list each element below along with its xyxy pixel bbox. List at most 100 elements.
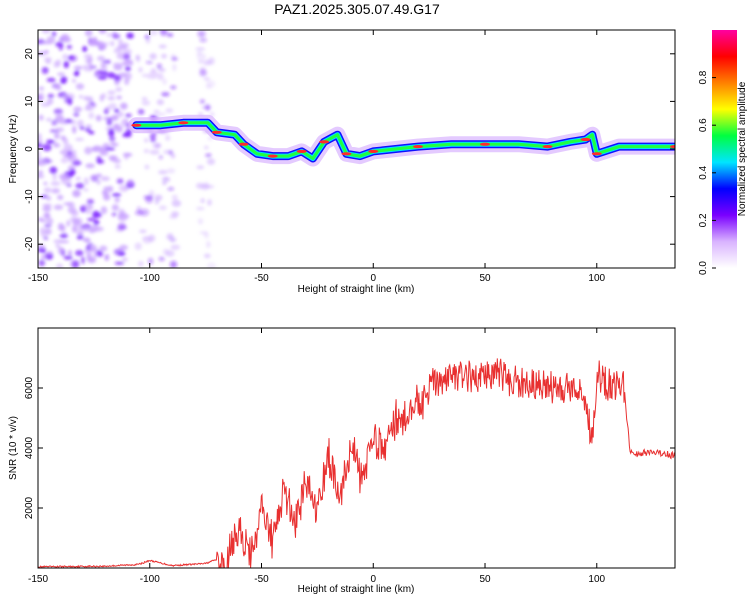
spectrogram-blob bbox=[153, 109, 160, 114]
spectrogram-blob bbox=[73, 111, 80, 117]
spectrogram-x-ticks: -150 -100 -50 0 50 100 bbox=[28, 30, 606, 284]
spectrogram-blob bbox=[207, 199, 212, 206]
spectrogram-blob bbox=[112, 62, 123, 67]
spectrogram-blob bbox=[124, 77, 130, 86]
spectrogram-blob bbox=[46, 217, 54, 225]
spectrogram-ridge bbox=[128, 114, 675, 167]
spectrogram-blob bbox=[154, 194, 163, 201]
spectrogram-blob bbox=[51, 119, 58, 126]
spectrogram-blob bbox=[169, 260, 178, 268]
spectrogram-blob bbox=[57, 246, 64, 255]
spectrogram-blob bbox=[165, 108, 174, 113]
spectrogram-blob bbox=[99, 94, 105, 102]
spectrogram-blob bbox=[170, 244, 181, 251]
spectrogram-blob bbox=[85, 163, 95, 169]
spectrogram-blob bbox=[206, 240, 211, 249]
spectrogram-blob bbox=[88, 38, 97, 47]
spectrogram-blob bbox=[52, 172, 57, 181]
spectrogram-blob bbox=[111, 193, 122, 197]
spectrogram-blob bbox=[40, 219, 48, 223]
spectrogram-blob bbox=[163, 149, 172, 155]
spectrogram-blob bbox=[43, 181, 48, 186]
spectrogram-blob bbox=[116, 52, 126, 60]
spectrogram-blob bbox=[159, 30, 168, 36]
spectrogram-blob bbox=[95, 115, 102, 122]
y-tick-label: 0 bbox=[24, 146, 35, 152]
ridge-peak bbox=[413, 145, 423, 149]
spectrogram-blob bbox=[122, 60, 129, 66]
spectrogram-blob bbox=[102, 42, 110, 46]
spectrogram-blob bbox=[106, 33, 114, 37]
spectrogram-y-ticks: -20 -10 0 10 20 bbox=[24, 48, 675, 252]
spectrogram-blob bbox=[115, 248, 125, 253]
spectrogram-blob bbox=[89, 101, 95, 106]
spectrogram-blob bbox=[40, 194, 48, 199]
spectrogram-blob bbox=[53, 109, 63, 114]
x-tick-label: -150 bbox=[28, 574, 48, 585]
spectrogram-blob bbox=[51, 31, 57, 37]
spectrogram-blob bbox=[53, 141, 59, 148]
spectrogram-blob bbox=[53, 204, 64, 211]
spectrogram-blob bbox=[90, 174, 97, 181]
spectrogram-blob bbox=[60, 80, 66, 84]
snr-x-label: Height of straight line (km) bbox=[298, 584, 415, 595]
spectrogram-blob bbox=[59, 149, 70, 155]
x-tick-label: -100 bbox=[140, 574, 160, 585]
spectrogram-blob bbox=[86, 253, 93, 262]
ridge-peak bbox=[368, 149, 379, 153]
spectrogram-blob bbox=[62, 138, 69, 145]
spectrogram-blob bbox=[41, 41, 52, 45]
x-tick-label: 100 bbox=[588, 273, 605, 284]
spectrogram-blob bbox=[42, 203, 52, 207]
spectrogram-blob bbox=[134, 242, 142, 251]
spectrogram-blob bbox=[158, 170, 168, 175]
spectrogram-blob bbox=[86, 59, 92, 66]
spectrogram-blob bbox=[122, 48, 132, 56]
x-tick-label: -50 bbox=[254, 574, 269, 585]
spectrogram-blob bbox=[63, 61, 69, 69]
spectrogram-blob bbox=[38, 151, 41, 157]
spectrogram-blob bbox=[74, 225, 79, 234]
spectrogram-blob bbox=[136, 55, 141, 63]
spectrogram-blob bbox=[158, 68, 166, 72]
y-tick-label: -10 bbox=[24, 189, 35, 204]
spectrogram-blob bbox=[46, 117, 52, 122]
spectrogram-blob bbox=[93, 212, 103, 218]
spectrogram-blob bbox=[72, 125, 77, 134]
spectrogram-blob bbox=[41, 255, 48, 259]
spectrogram-blob bbox=[203, 145, 209, 150]
spectrogram-blob bbox=[199, 69, 208, 77]
spectrogram-blob bbox=[144, 138, 149, 143]
spectrogram-blob bbox=[166, 33, 174, 37]
spectrogram-blob bbox=[172, 63, 177, 72]
snr-series-line bbox=[38, 358, 675, 568]
spectrogram-blob bbox=[81, 223, 92, 230]
x-tick-label: -50 bbox=[254, 273, 269, 284]
spectrogram-blob bbox=[53, 239, 64, 244]
ridge-peak bbox=[319, 140, 330, 144]
spectrogram-blob bbox=[114, 261, 125, 265]
spectrogram-blob bbox=[118, 208, 125, 215]
spectrogram-blob bbox=[38, 133, 42, 140]
spectrogram-blob bbox=[68, 55, 74, 60]
spectrogram-blob bbox=[92, 145, 102, 152]
spectrogram-blob bbox=[74, 70, 80, 76]
spectrogram-blob bbox=[206, 158, 216, 166]
spectrogram-blob bbox=[97, 55, 105, 62]
spectrogram-blob bbox=[72, 260, 79, 268]
spectrogram-blob bbox=[149, 70, 159, 78]
spectrogram-blob bbox=[63, 202, 73, 206]
spectrogram-blob bbox=[78, 95, 83, 99]
spectrogram-blob bbox=[157, 112, 166, 116]
spectrogram-blob bbox=[100, 176, 110, 182]
y-tick-label: -20 bbox=[24, 237, 35, 252]
spectrogram-blob bbox=[87, 204, 94, 210]
spectrogram-blob bbox=[59, 173, 69, 180]
spectrogram-blob bbox=[93, 251, 98, 259]
spectrogram-blob bbox=[96, 250, 104, 257]
spectrogram-blob bbox=[55, 127, 65, 133]
spectrogram-blob bbox=[57, 72, 65, 76]
spectrogram-blob bbox=[45, 59, 52, 65]
ridge-peak bbox=[211, 130, 222, 134]
spectrogram-blob bbox=[113, 158, 121, 164]
